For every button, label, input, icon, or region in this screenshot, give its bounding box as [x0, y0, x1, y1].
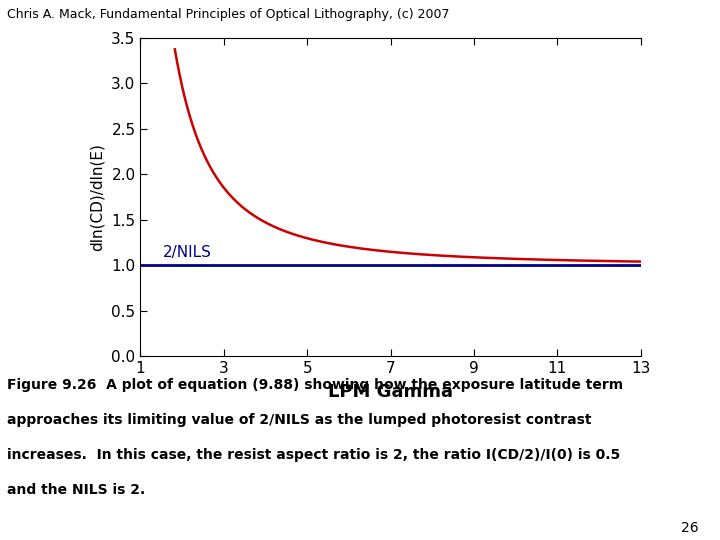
Text: increases.  In this case, the resist aspect ratio is 2, the ratio I(CD/2)/I(0) i: increases. In this case, the resist aspe…	[7, 448, 621, 462]
Text: Chris A. Mack, Fundamental Principles of Optical Lithography, (c) 2007: Chris A. Mack, Fundamental Principles of…	[7, 8, 450, 21]
Text: Figure 9.26  A plot of equation (9.88) showing how the exposure latitude term: Figure 9.26 A plot of equation (9.88) sh…	[7, 378, 624, 392]
Text: and the NILS is 2.: and the NILS is 2.	[7, 483, 145, 497]
X-axis label: LPM Gamma: LPM Gamma	[328, 383, 453, 401]
Y-axis label: dln(CD)/dln(E): dln(CD)/dln(E)	[89, 143, 104, 251]
Text: 26: 26	[681, 521, 698, 535]
Text: 2/NILS: 2/NILS	[163, 245, 212, 260]
Text: approaches its limiting value of 2/NILS as the lumped photoresist contrast: approaches its limiting value of 2/NILS …	[7, 413, 592, 427]
